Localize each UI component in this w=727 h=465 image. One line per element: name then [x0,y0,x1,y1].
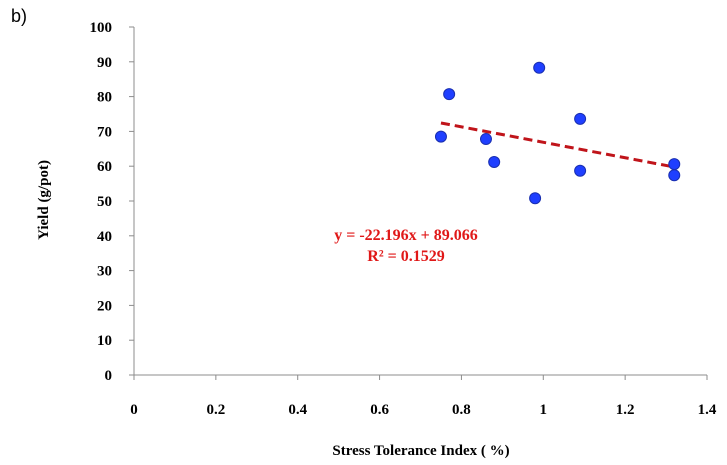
data-point [668,158,681,171]
y-tick-label: 100 [90,20,113,36]
y-tick-label: 80 [97,90,112,106]
axes [129,26,708,380]
x-tick-label: 0.2 [206,402,225,418]
r-squared-label: R² = 0.1529 [367,248,444,265]
data-point [574,112,587,125]
data-point [434,130,447,143]
y-tick-label: 20 [97,298,112,314]
trendline-equation: y = -22.196x + 89.066 [334,227,478,244]
x-tick-label: 0.4 [288,402,307,418]
y-tick-label: 10 [97,333,112,349]
x-tick-label: 1.2 [616,402,635,418]
data-point [479,133,492,146]
y-axis-title: Yield (g/pot) [36,160,52,240]
x-tick-label: 0.8 [452,402,471,418]
y-tick-label: 50 [97,194,112,210]
trendline [440,121,675,169]
y-tick-label: 40 [97,229,112,245]
y-tick-label: 0 [105,368,113,384]
y-tick-labels: 0 10 20 30 40 50 60 70 80 90 100 [90,20,113,384]
y-tick-label: 60 [97,159,112,175]
x-tick-label: 0.6 [370,402,389,418]
x-tick-label: 1.4 [698,402,717,418]
data-point [574,164,587,177]
panel-label: b) [11,6,28,26]
y-tick-label: 70 [97,124,112,140]
data-point [443,88,456,101]
data-point [488,156,501,169]
y-tick-label: 30 [97,264,112,280]
x-tick-label: 1 [540,402,548,418]
data-point [668,169,681,182]
data-points [434,61,681,205]
data-point [533,61,546,74]
x-tick-label: 0 [130,402,138,418]
data-point [529,192,542,205]
trendline-group [440,121,675,169]
x-axis-title: Stress Tolerance Index ( %) [332,443,509,459]
y-tick-label: 90 [97,55,112,71]
x-tick-labels: 0 0.2 0.4 0.6 0.8 1 1.2 1.4 [130,402,717,418]
